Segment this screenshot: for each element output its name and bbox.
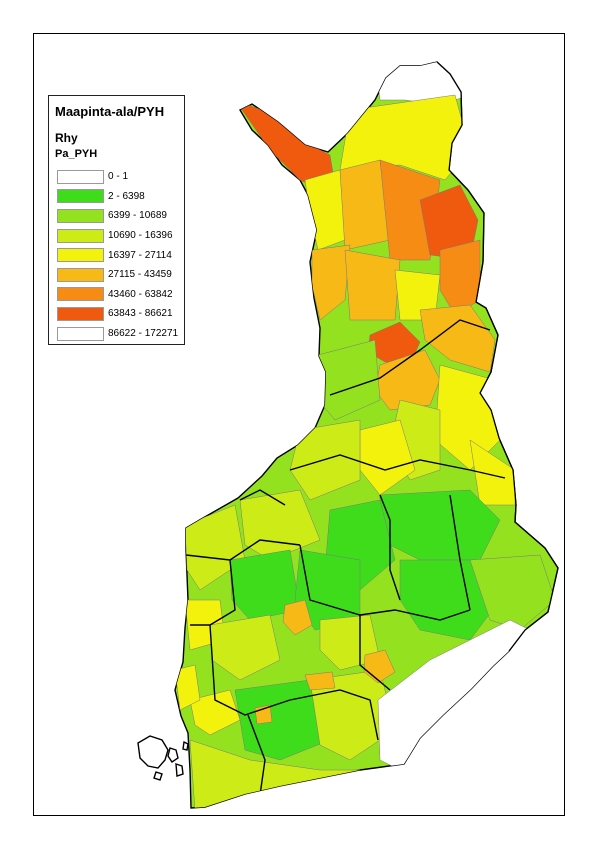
region-lapland-orange-mid <box>344 249 401 321</box>
legend-item-label: 10690 - 16396 <box>108 230 173 242</box>
legend-swatch <box>57 326 104 341</box>
legend-item: 86622 - 172271 <box>57 324 178 344</box>
legend-item: 43460 - 63842 <box>57 285 178 305</box>
region-west-green-1 <box>229 549 301 621</box>
legend-item-label: 16397 - 27114 <box>108 249 172 261</box>
legend-item: 0 - 1 <box>57 167 178 187</box>
region-east-lightgreen <box>469 554 556 631</box>
region-southwest-coast-yellow <box>175 664 201 711</box>
region-lapland-orange-2 <box>379 159 441 261</box>
region-lapland-orange-4 <box>419 304 496 373</box>
legend-layer-name: Rhy <box>55 131 78 145</box>
legend-item-label: 6399 - 10689 <box>108 210 167 222</box>
eastern-border <box>436 61 559 652</box>
province-boundaries <box>185 319 506 796</box>
legend-swatch <box>57 248 104 263</box>
region-south-green-1 <box>234 679 331 761</box>
legend-item-label: 43460 - 63842 <box>108 288 173 300</box>
legend-swatch <box>57 287 104 302</box>
region-lapland-red-east <box>419 184 479 261</box>
legend-item: 16397 - 27114 <box>57 245 178 265</box>
region-southwest-yellow <box>189 689 241 736</box>
legend-item: 6399 - 10689 <box>57 206 178 226</box>
legend-title: Maapinta-ala/PYH <box>55 104 165 119</box>
legend-item: 10690 - 16396 <box>57 226 178 246</box>
region-west-coast-lime <box>184 504 246 591</box>
map-legend: Maapinta-ala/PYH Rhy Pa_PYH 0 - 1 2 - 63… <box>48 95 185 345</box>
region-lapland-yellow-west <box>304 169 346 251</box>
legend-swatch <box>57 306 104 321</box>
legend-swatch <box>57 208 104 223</box>
region-south-orange-2 <box>254 704 273 725</box>
legend-class-list: 0 - 1 2 - 6398 6399 - 10689 10690 - 1639… <box>57 167 178 343</box>
region-lapland-orange-sw <box>311 244 351 321</box>
region-oulu-yellow-2 <box>469 439 516 506</box>
legend-swatch <box>57 189 104 204</box>
legend-item: 63843 - 86621 <box>57 304 178 324</box>
region-central-lime-1 <box>239 489 321 561</box>
legend-item-label: 86622 - 172271 <box>108 328 179 340</box>
legend-field-name: Pa_PYH <box>55 148 98 160</box>
legend-item-label: 2 - 6398 <box>108 190 145 202</box>
legend-item-label: 27115 - 43459 <box>108 269 172 281</box>
legend-item-label: 0 - 1 <box>108 171 129 183</box>
legend-swatch <box>57 228 104 243</box>
legend-swatch <box>57 267 104 282</box>
aland-islands <box>137 735 189 781</box>
legend-item: 27115 - 43459 <box>57 265 178 285</box>
legend-item-label: 63843 - 86621 <box>108 308 173 320</box>
legend-swatch <box>57 169 104 184</box>
region-center-orange-small <box>282 599 313 636</box>
legend-item: 2 - 6398 <box>57 187 178 207</box>
region-south-orange-1 <box>304 671 336 691</box>
